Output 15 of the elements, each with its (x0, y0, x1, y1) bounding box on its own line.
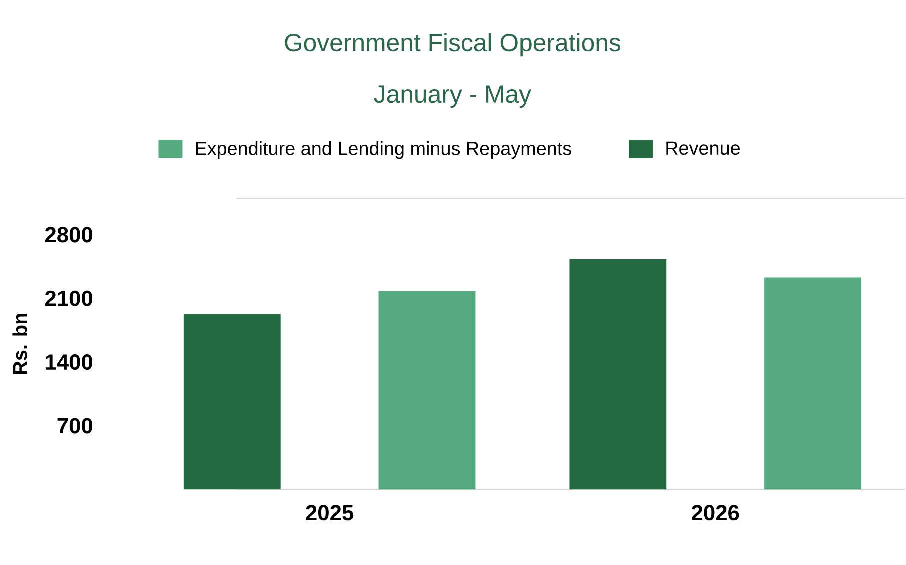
y-tick-label: 700 (58, 418, 93, 434)
y-tick-label: 1400 (46, 354, 93, 370)
y-tick-label: 2100 (45, 291, 93, 307)
legend-label: Revenue (666, 142, 740, 156)
chart-subtitle: January - May (374, 86, 532, 108)
y-tick-label: 2800 (45, 227, 93, 243)
y-axis-title: Rs. bn (12, 314, 28, 374)
chart-title: Government Fiscal Operations (285, 34, 621, 57)
bar (184, 314, 281, 490)
bar (378, 292, 476, 490)
x-tick-label: 2025 (306, 505, 354, 521)
legend-label: Expenditure and Lending minus Repayments (196, 142, 572, 160)
bar (570, 260, 667, 490)
x-tick-label: 2026 (692, 505, 740, 521)
bar (764, 278, 862, 490)
